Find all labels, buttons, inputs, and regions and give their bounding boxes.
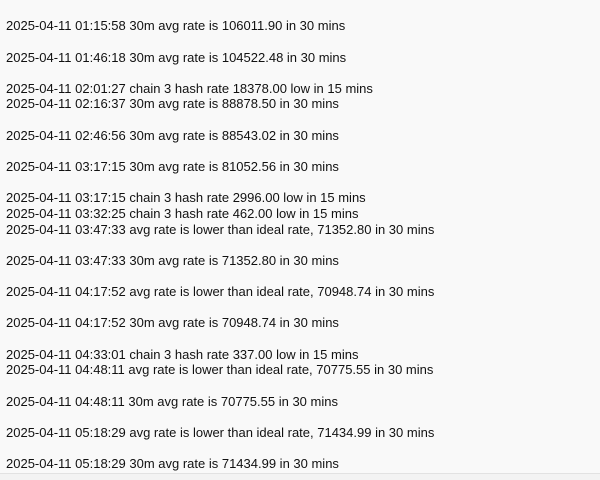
blank-line	[6, 300, 600, 316]
blank-line	[6, 441, 600, 457]
log-line: 2025-04-11 04:33:01 chain 3 hash rate 33…	[6, 346, 359, 362]
blank-line	[6, 34, 600, 50]
blank-line	[6, 331, 600, 347]
log-line: 2025-04-11 03:17:15 chain 3 hash rate 29…	[6, 190, 366, 206]
blank-line	[6, 3, 600, 19]
log-text-area[interactable]: 2025-04-11 01:15:58 30m avg rate is 1060…	[6, 3, 600, 472]
blank-line	[6, 268, 600, 284]
log-line: 2025-04-11 03:47:33 30m avg rate is 7135…	[6, 252, 339, 268]
horizontal-scrollbar-track[interactable]	[0, 473, 600, 480]
log-line: 2025-04-11 02:01:27 chain 3 hash rate 18…	[6, 80, 373, 96]
blank-line	[6, 143, 600, 159]
log-line: 2025-04-11 03:47:33 avg rate is lower th…	[6, 221, 435, 237]
blank-line	[6, 65, 600, 81]
blank-line	[6, 112, 600, 128]
log-line: 2025-04-11 04:48:11 30m avg rate is 7077…	[6, 393, 338, 409]
log-line: 2025-04-11 05:18:29 avg rate is lower th…	[6, 424, 435, 440]
blank-line	[6, 378, 600, 394]
log-line: 2025-04-11 01:15:58 30m avg rate is 1060…	[6, 18, 346, 34]
log-line: 2025-04-11 02:16:37 30m avg rate is 8887…	[6, 96, 339, 112]
log-line: 2025-04-11 01:46:18 30m avg rate is 1045…	[6, 49, 347, 65]
log-line: 2025-04-11 03:32:25 chain 3 hash rate 46…	[6, 205, 359, 221]
log-line: 2025-04-11 04:48:11 avg rate is lower th…	[6, 362, 434, 378]
log-line: 2025-04-11 02:46:56 30m avg rate is 8854…	[6, 127, 339, 143]
blank-line	[6, 409, 600, 425]
log-line: 2025-04-11 04:17:52 30m avg rate is 7094…	[6, 315, 339, 331]
log-line: 2025-04-11 04:17:52 avg rate is lower th…	[6, 284, 435, 300]
blank-line	[6, 175, 600, 191]
log-line: 2025-04-11 03:17:15 30m avg rate is 8105…	[6, 159, 339, 174]
blank-line	[6, 237, 600, 253]
log-line: 2025-04-11 05:18:29 30m avg rate is 7143…	[6, 456, 339, 472]
